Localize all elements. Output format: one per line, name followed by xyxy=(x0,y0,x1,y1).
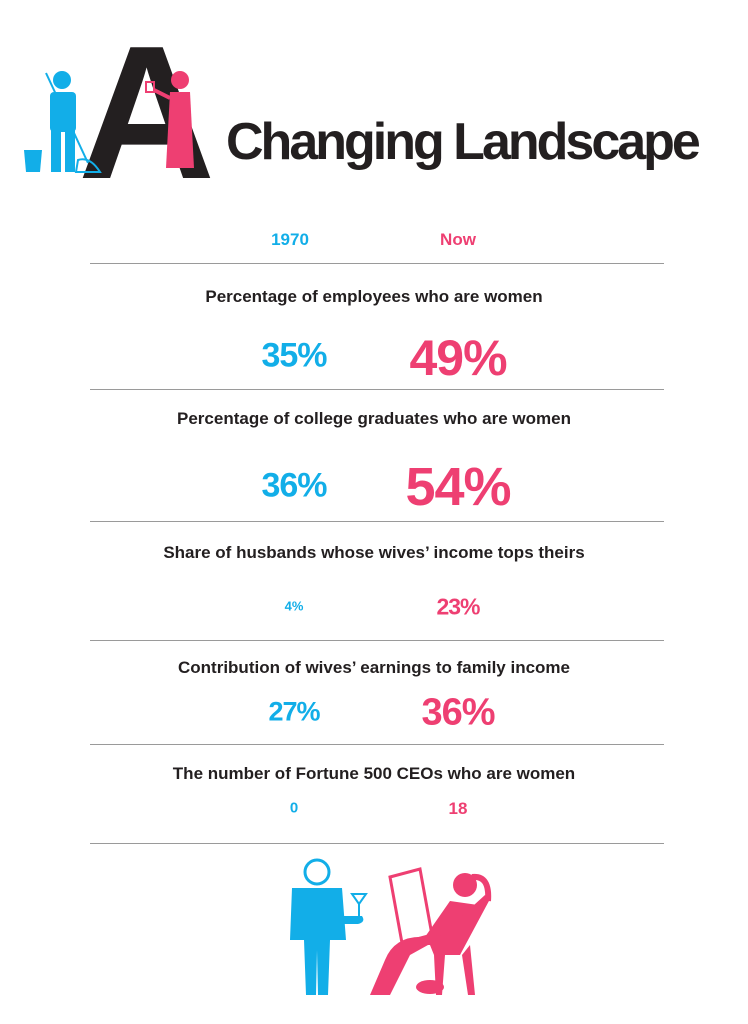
value-1970: 36% xyxy=(261,466,327,505)
row-label: Share of husbands whose wives’ income to… xyxy=(163,543,585,562)
value-1970: 0 xyxy=(289,799,299,817)
divider xyxy=(90,640,664,641)
divider xyxy=(90,843,664,844)
woman-reading-in-chair-illustration xyxy=(370,867,492,995)
divider xyxy=(90,263,664,264)
value-1970: 35% xyxy=(261,336,327,375)
page-title: Changing Landscape xyxy=(226,113,701,171)
value-now: 49% xyxy=(409,330,507,386)
value-now: 54% xyxy=(405,457,511,517)
column-header-now: Now xyxy=(440,230,476,249)
row-label: Contribution of wives’ earnings to famil… xyxy=(178,658,570,677)
row-label: The number of Fortune 500 CEOs who are w… xyxy=(172,764,576,783)
woman-with-coffee-illustration xyxy=(145,71,194,168)
value-1970: 27% xyxy=(268,696,320,727)
title-initial-letter: A xyxy=(78,7,215,219)
value-now: 36% xyxy=(421,691,495,734)
row-label: Percentage of employees who are women xyxy=(205,287,543,306)
janitor-man-illustration xyxy=(24,71,102,173)
divider xyxy=(90,389,664,390)
value-now: 23% xyxy=(436,593,480,620)
value-1970: 4% xyxy=(284,598,304,614)
man-serving-drink-illustration xyxy=(290,858,368,995)
divider xyxy=(90,744,664,745)
value-now: 18 xyxy=(448,799,468,818)
column-header-1970: 1970 xyxy=(271,230,309,249)
row-label: Percentage of college graduates who are … xyxy=(177,409,571,428)
divider xyxy=(90,521,664,522)
